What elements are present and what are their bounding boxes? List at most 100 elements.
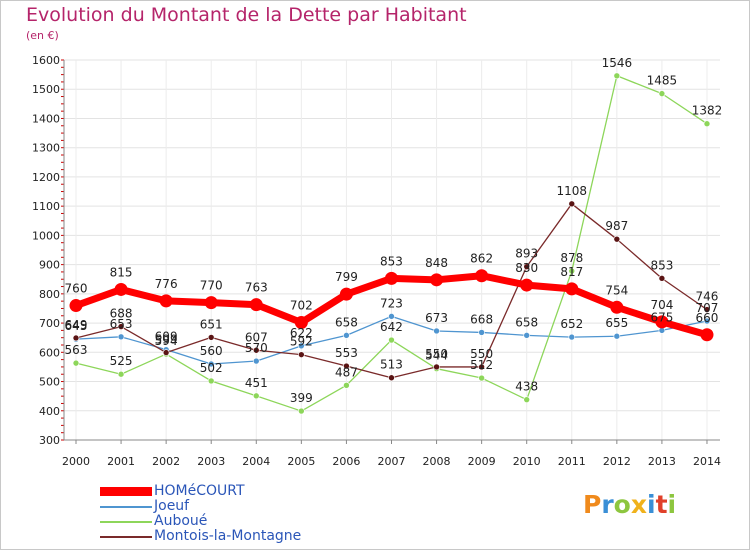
x-tick-label: 2003 (197, 455, 225, 468)
data-label: 853 (380, 254, 403, 268)
data-label: 513 (380, 358, 403, 372)
data-point (433, 363, 440, 371)
data-label: 658 (335, 315, 358, 329)
data-label: 1382 (692, 104, 723, 118)
proxiti-logo: Proxiti (583, 490, 677, 519)
data-label: 770 (200, 279, 223, 293)
data-label: 645 (65, 319, 88, 333)
data-point (523, 263, 531, 270)
legend-label: Auboué (154, 513, 208, 529)
data-point (294, 315, 308, 329)
data-point (252, 357, 260, 365)
y-tick-label: 400 (39, 405, 60, 418)
data-point (478, 329, 485, 336)
x-tick-label: 2002 (152, 455, 180, 468)
data-label: 560 (200, 344, 223, 358)
x-tick-label: 2006 (332, 455, 360, 468)
data-label: 830 (515, 261, 538, 275)
x-tick-label: 2012 (603, 455, 631, 468)
data-label: 673 (425, 311, 448, 325)
data-label: 658 (515, 315, 538, 329)
x-tick-label: 2009 (468, 455, 496, 468)
legend-label: Montois-la-Montagne (154, 528, 302, 544)
data-point (703, 317, 711, 325)
data-label: 668 (470, 312, 493, 326)
data-point (658, 90, 666, 97)
data-label: 853 (650, 258, 673, 272)
data-point (298, 407, 305, 415)
data-label: 760 (65, 282, 88, 296)
y-tick-label: 1200 (32, 171, 60, 184)
data-point (475, 269, 489, 283)
data-label: 1108 (556, 184, 587, 198)
data-label: 702 (290, 298, 313, 312)
x-tick-label: 2004 (242, 455, 270, 468)
legend-swatch (100, 536, 152, 538)
data-label: 893 (515, 247, 538, 261)
x-tick-label: 2001 (107, 455, 135, 468)
data-point (568, 267, 576, 275)
data-label: 563 (65, 343, 88, 357)
data-point (568, 200, 576, 208)
data-point (655, 315, 669, 329)
data-point (703, 120, 711, 128)
data-point (523, 332, 531, 339)
legend-swatch (100, 506, 152, 508)
data-point (523, 396, 531, 403)
legend-label: Joeuf (154, 498, 190, 514)
data-label: 746 (696, 290, 719, 304)
data-label: 399 (290, 391, 313, 405)
data-label: 754 (605, 283, 628, 297)
data-label: 550 (425, 347, 448, 361)
data-point (117, 323, 125, 330)
data-point (613, 332, 621, 340)
data-point (162, 349, 170, 356)
legend-swatch (100, 521, 152, 523)
data-label: 704 (650, 298, 673, 312)
y-tick-label: 1100 (32, 200, 60, 213)
data-point (343, 362, 350, 370)
data-label: 776 (155, 277, 178, 291)
data-label: 525 (110, 354, 133, 368)
chart-subtitle: (en €) (26, 29, 59, 42)
data-label: 655 (605, 316, 628, 330)
data-label: 723 (380, 296, 403, 310)
data-label: 763 (245, 281, 268, 295)
data-label: 642 (380, 320, 403, 334)
data-label: 652 (560, 317, 583, 331)
data-label: 688 (110, 307, 133, 321)
data-point (658, 275, 666, 282)
data-point (207, 334, 215, 341)
data-point (565, 282, 579, 296)
data-point (339, 287, 353, 301)
x-tick-label: 2007 (377, 455, 405, 468)
data-label: 609 (155, 330, 178, 344)
data-point (117, 333, 125, 341)
data-point (703, 306, 711, 313)
y-tick-label: 600 (39, 346, 60, 359)
y-tick-label: 1000 (32, 229, 60, 242)
data-label: 599 (155, 333, 178, 347)
data-point (207, 377, 215, 385)
x-tick-label: 2005 (287, 455, 315, 468)
data-point (298, 351, 305, 358)
data-point (613, 235, 621, 243)
data-point (252, 392, 260, 400)
legend-swatch (100, 487, 152, 496)
y-tick-label: 500 (39, 376, 60, 389)
data-label: 1546 (602, 56, 633, 70)
y-tick-label: 700 (39, 317, 60, 330)
data-label: 848 (425, 256, 448, 270)
data-point (613, 72, 621, 80)
x-tick-label: 2011 (558, 455, 586, 468)
chart-title: Evolution du Montant de la Dette par Hab… (26, 4, 467, 26)
data-label: 550 (470, 347, 493, 361)
x-tick-label: 2010 (513, 455, 541, 468)
data-point (298, 342, 305, 350)
data-point (114, 282, 128, 296)
data-label: 1485 (647, 74, 678, 88)
data-label: 878 (560, 251, 583, 265)
data-label: 649 (65, 318, 88, 332)
data-label: 799 (335, 270, 358, 284)
data-label: 622 (290, 326, 313, 340)
